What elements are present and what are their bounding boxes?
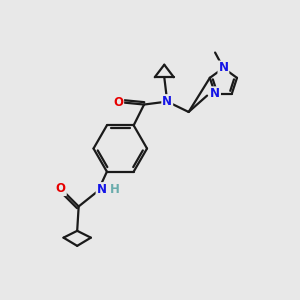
Text: H: H [110,183,119,196]
Text: O: O [56,182,66,195]
Text: N: N [97,183,106,196]
Text: O: O [113,96,123,109]
Text: N: N [210,87,220,100]
Text: N: N [162,95,172,108]
Text: N: N [218,61,228,74]
